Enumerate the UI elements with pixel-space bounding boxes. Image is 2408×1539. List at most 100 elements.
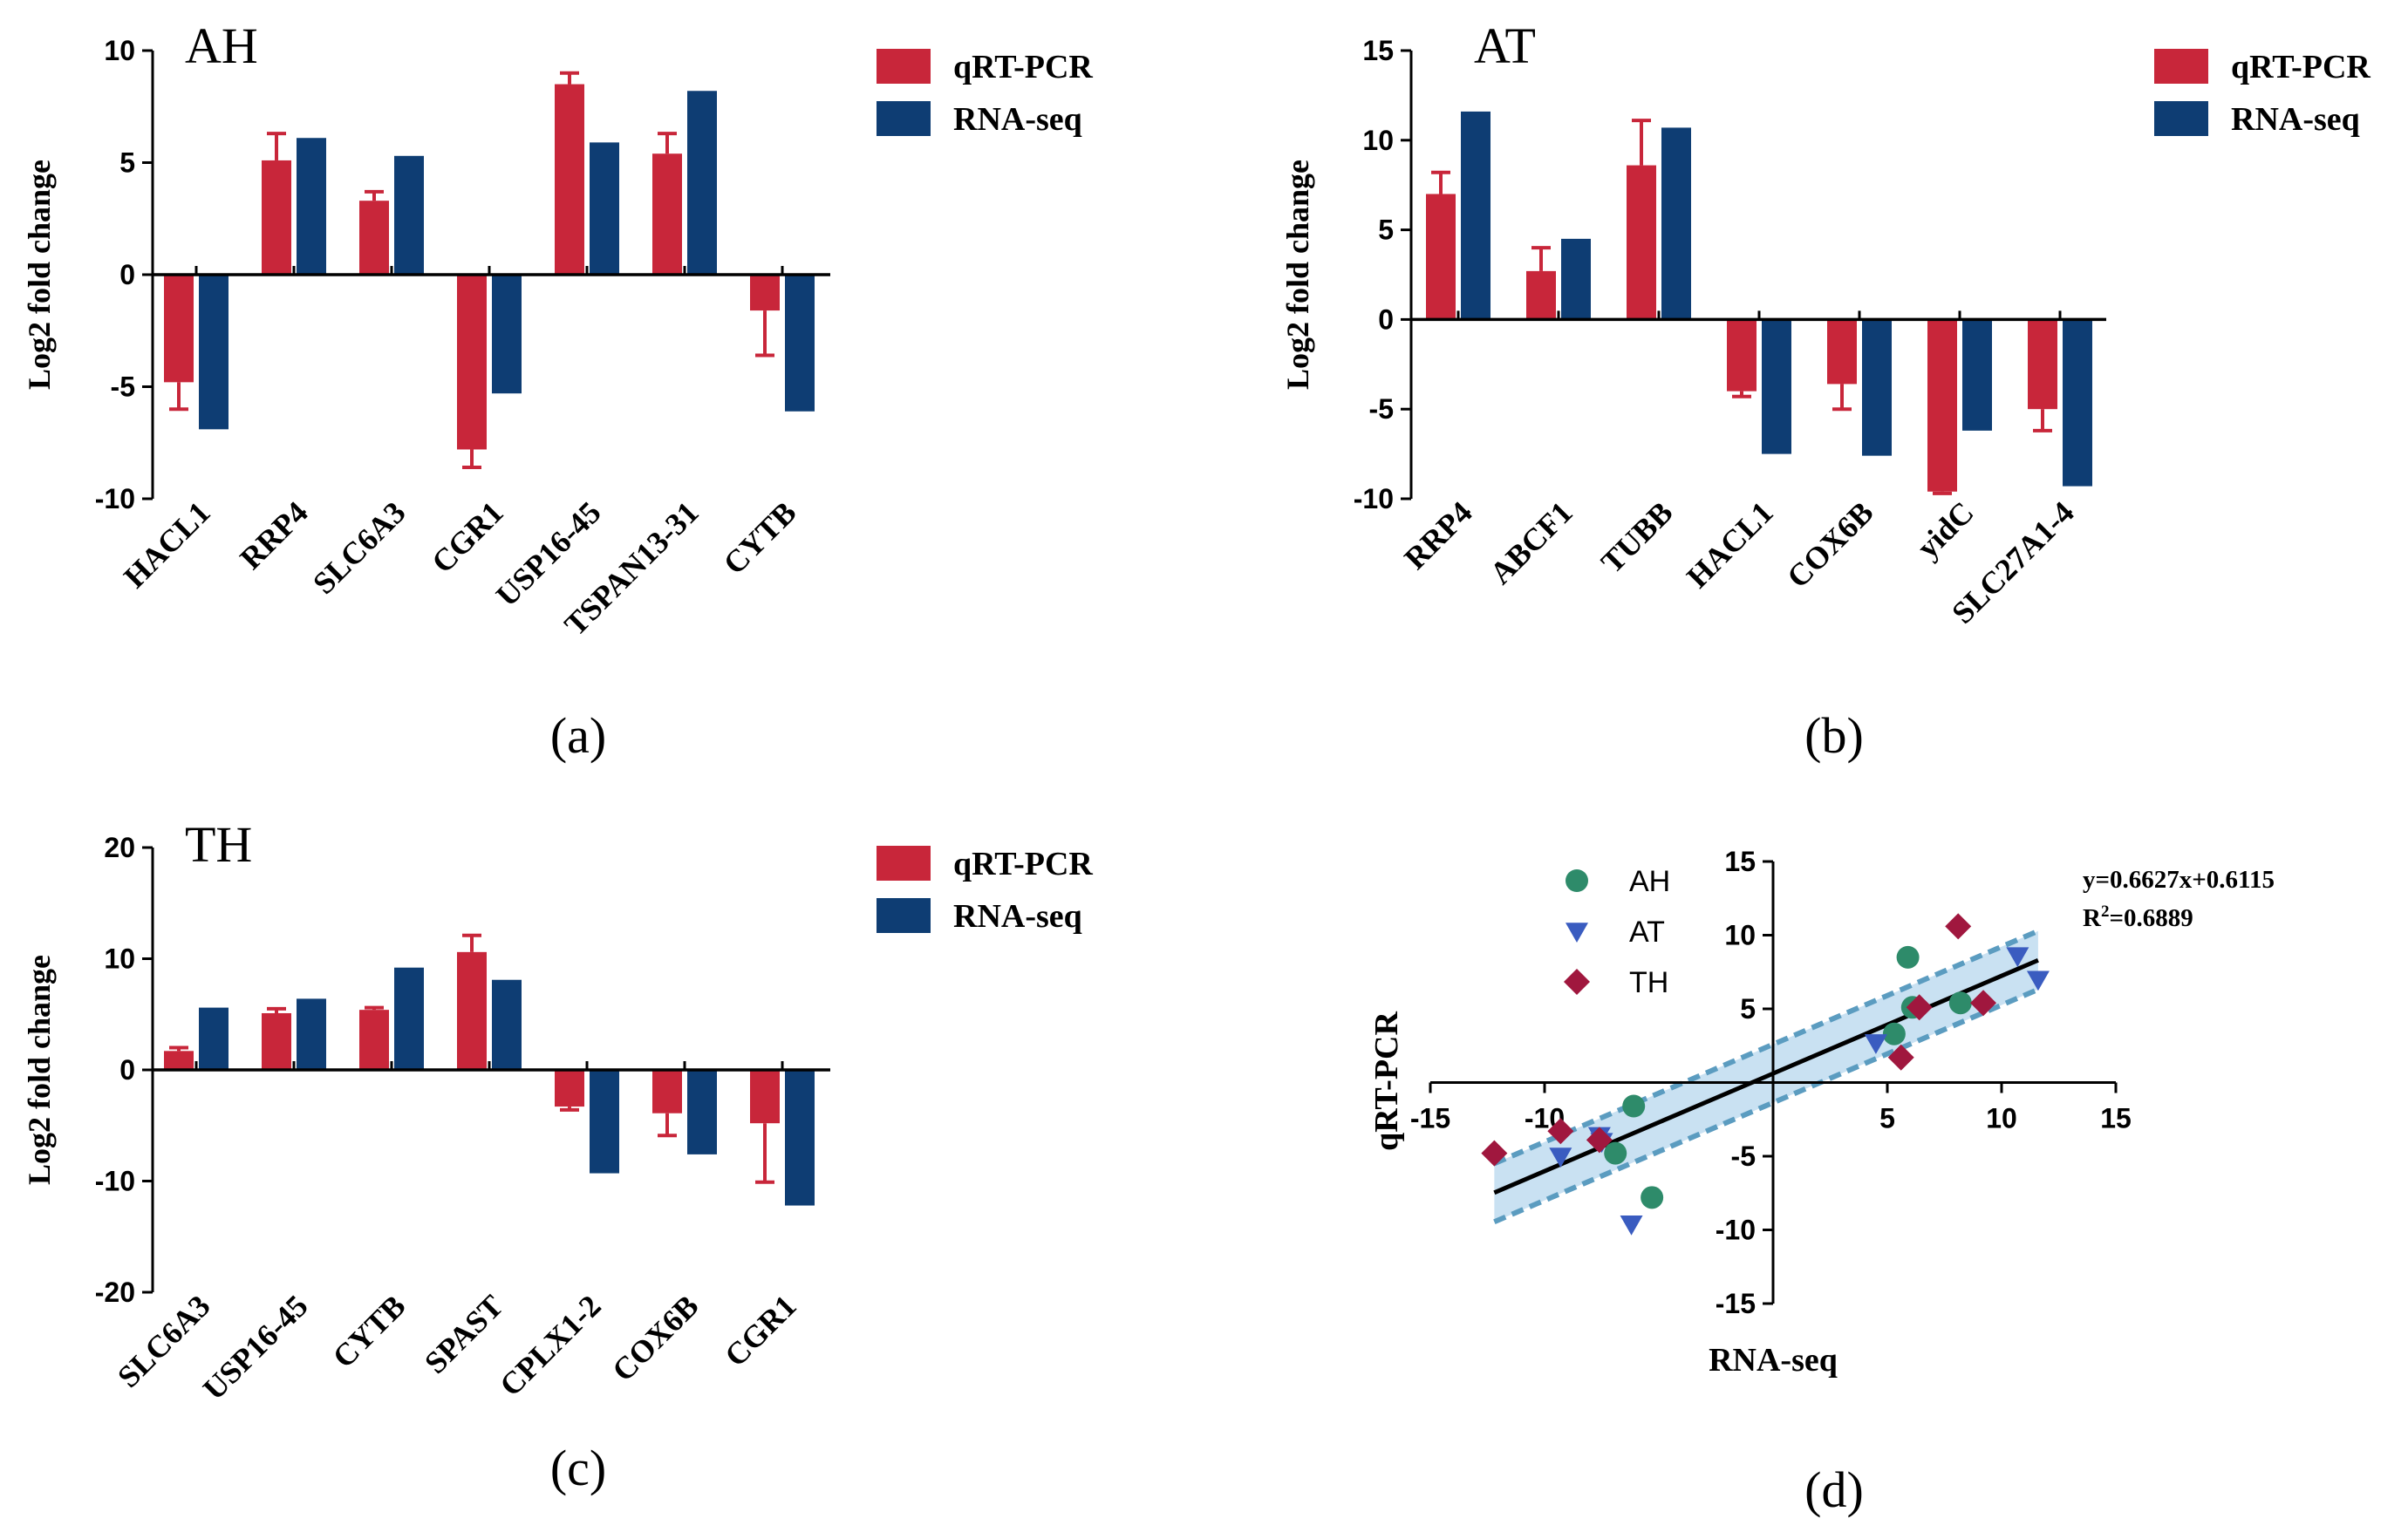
point-ah [1604,1141,1627,1165]
bar-rna-seq [297,138,326,275]
bar-rna-seq [1661,127,1691,320]
y-tick-label: 0 [1378,303,1394,335]
bar-qrt-pcr [262,160,291,275]
panel-label: (d) [1804,1461,1864,1518]
legend-label: TH [1629,966,1668,999]
y-tick-label: -10 [1716,1215,1756,1246]
y-tick-label: 5 [1740,993,1756,1025]
bar-qrt-pcr [359,201,389,275]
point-ah [1896,945,1920,969]
legend: qRT-PCR RNA-seq [2154,49,2370,138]
point-at [1620,1215,1643,1236]
panel-label: (c) [550,1440,606,1496]
bar-rna-seq [1461,111,1491,320]
regression-equation: y=0.6627x+0.6115 [2083,866,2275,894]
category-label: CYTB [717,494,803,581]
legend-swatch-qrt-pcr [877,846,931,881]
x-tick-label: 15 [2100,1103,2132,1134]
y-axis-label: Log2 fold change [1280,160,1315,390]
bar-qrt-pcr [1727,319,1757,392]
bar-qrt-pcr [750,1070,780,1124]
chart-title: AT [1474,17,1536,74]
bar-rna-seq [785,275,815,412]
point-ah [1882,1022,1906,1045]
legend-label: AT [1629,916,1665,949]
y-tick-label: 10 [1724,920,1756,951]
confidence-upper [1493,929,2040,1167]
point-th [1970,990,1997,1017]
y-tick-label: 0 [119,1054,135,1086]
y-tick-label: -15 [1716,1288,1756,1319]
bar-rna-seq [2063,319,2092,487]
point-th [1887,1044,1914,1071]
confidence-lower [1493,986,2040,1225]
y-axis-label: Log2 fold change [22,160,57,390]
point-at [1549,1147,1572,1168]
category-label: RRP4 [1397,494,1478,575]
x-tick-label: 10 [1986,1103,2017,1134]
point-ah [1641,1186,1664,1209]
bar-qrt-pcr [555,84,584,275]
bar-rna-seq [394,967,424,1070]
r-squared-prefix: R [2083,904,2102,932]
bar-rna-seq [1762,319,1791,454]
point-th [1481,1140,1508,1167]
category-label: SPAST [418,1288,510,1380]
bar-qrt-pcr [1426,194,1456,320]
panel-label: (b) [1804,707,1864,764]
category-label: USP16-45 [196,1288,315,1406]
y-tick-label: -10 [95,1166,135,1197]
r-squared-value: =0.6889 [2109,904,2193,932]
bar-qrt-pcr [457,951,487,1070]
bar-rna-seq [1962,319,1992,431]
category-label: yidC [1910,494,1981,565]
category-label: TUBB [1594,494,1680,580]
legend-swatch-rna-seq [877,898,931,933]
legend-marker-ah [1566,869,1588,892]
category-label: CGR1 [718,1288,803,1373]
y-tick-label: 5 [119,147,135,179]
bar-qrt-pcr [750,275,780,311]
r-squared: R2=0.6889 [2083,902,2193,932]
bar-rna-seq [590,142,619,275]
legend-marker-at [1566,923,1588,943]
bar-qrt-pcr [457,275,487,450]
bar-qrt-pcr [359,1010,389,1070]
point-ah [1948,991,1972,1015]
bar-rna-seq [492,275,522,394]
y-axis-label: qRT-PCR [1368,1011,1405,1151]
category-label: COX6B [1780,494,1880,595]
point-at [1864,1034,1887,1054]
point-th [1586,1127,1613,1154]
bar-qrt-pcr [555,1070,584,1107]
bar-rna-seq [590,1070,619,1174]
category-label: SLC6A3 [306,494,413,601]
legend-label: qRT-PCR [2231,49,2370,85]
category-label: ABCF1 [1483,494,1579,590]
panel-label: (a) [550,707,606,764]
y-tick-label: 20 [104,832,135,863]
bar-rna-seq [687,1070,717,1154]
bar-qrt-pcr [164,1051,194,1070]
category-label: CYTB [326,1288,413,1374]
y-tick-label: 10 [1362,125,1394,156]
point-th [1906,994,1933,1021]
bar-rna-seq [687,91,717,275]
bar-qrt-pcr [652,1070,682,1113]
point-th [1945,913,1972,940]
regression-line [1493,957,2039,1195]
y-tick-label: 10 [104,943,135,975]
y-tick-label: -10 [95,483,135,514]
bar-rna-seq [199,1007,229,1070]
legend-label: qRT-PCR [953,49,1093,85]
chart-title: TH [185,816,252,873]
bar-rna-seq [1561,238,1591,320]
bar-qrt-pcr [652,153,682,275]
point-th [1547,1118,1574,1145]
category-label: COX6B [605,1288,706,1388]
chart-scatter: -15 -10 5 10 1515105-5-10-15RNA-seqqRT-PCRAH… [1368,846,2275,1518]
x-axis-label: RNA-seq [1709,1342,1838,1379]
